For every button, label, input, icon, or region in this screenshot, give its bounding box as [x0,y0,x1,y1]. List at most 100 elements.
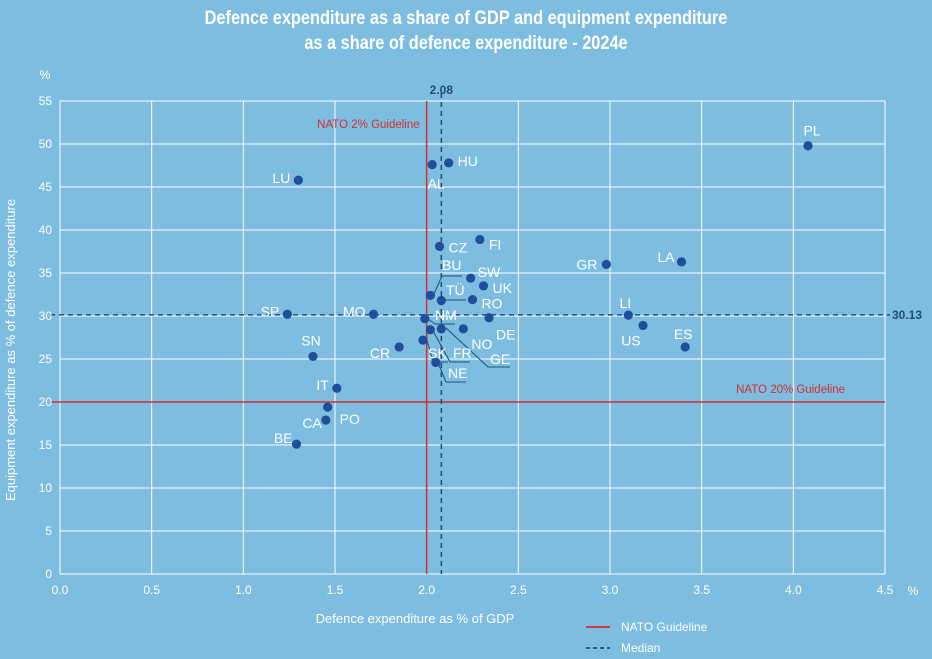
point-label-lu: LU [272,170,290,186]
data-point-li [623,310,633,320]
data-point-es [680,342,690,352]
point-label-uk: UK [493,280,513,296]
x-tick-label: 2.5 [510,583,527,597]
legend-label-nato: NATO Guideline [621,620,708,634]
x-tick-label: 0.0 [52,583,69,597]
point-label-fr: FR [453,345,472,361]
x-tick-label: 3.5 [693,583,710,597]
y-tick-label: 15 [39,438,53,452]
x-tick-label: 4.5 [877,583,894,597]
point-label-de: DE [496,327,515,343]
y-tick-label: 55 [39,94,53,108]
x-tick-label: 1.5 [327,583,344,597]
data-point-sp [282,309,292,319]
data-point-it [332,383,342,393]
data-point-sw [466,273,476,283]
point-label-it: IT [316,377,329,393]
nato-2pct-label: NATO 2% Guideline [317,119,419,131]
y-tick-label: 25 [39,352,53,366]
point-label-es: ES [674,326,693,342]
y-tick-label: 35 [39,266,53,280]
point-label-no: NO [471,336,492,352]
point-label-sn: SN [301,332,320,348]
point-label-sw: SW [478,264,501,280]
point-label-be: BE [274,430,293,446]
point-label-mo: MO [343,303,366,319]
point-label-us: US [621,332,640,348]
y-tick-label: 50 [39,137,53,151]
data-point-us [638,320,648,331]
point-label-hu: HU [458,153,478,169]
data-point-sn [308,351,318,362]
point-label-la: LA [657,249,675,265]
point-label-gr: GR [576,256,597,272]
data-point-lu [293,175,303,185]
y-axis-label: Equipment expenditure as % of defence ex… [3,199,18,501]
leader-line-ne [437,362,466,383]
y-tick-label: 30 [39,309,53,323]
point-label-al: AL [428,176,445,192]
legend: NATO Guideline Median [586,620,708,655]
point-label-bu: BU [442,257,461,273]
leader-line-ge [445,327,510,368]
data-point-cr [394,342,404,352]
point-label-cz: CZ [449,239,468,255]
data-point-nm [420,313,430,324]
data-point-tü [436,295,446,306]
y-tick-label: 40 [39,223,53,237]
data-point-de [484,313,494,323]
y-tick-label: 0 [45,567,52,581]
point-label-ge: GE [490,351,510,367]
y-axis-unit: % [40,68,51,82]
median-y-label: 30.13 [892,308,922,322]
data-point-cz [434,241,445,251]
data-point-bu [425,290,435,300]
x-tick-label: 0.5 [143,583,160,597]
nato-20pct-label: NATO 20% Guideline [736,384,845,396]
point-label-po: PO [340,411,360,427]
data-point-sk [418,335,428,345]
legend-label-median: Median [621,641,660,655]
leader-line-fr [431,328,470,363]
data-point-pl [803,141,813,151]
point-label-tü: TÜ [446,281,465,298]
x-tick-label: 2.0 [418,583,435,597]
point-label-ne: NE [448,365,467,381]
data-point-fi [475,234,485,245]
data-point-al [427,160,437,170]
point-label-sk: SK [428,345,447,361]
data-point-ca [321,415,331,425]
median-x-label: 2.08 [430,83,454,97]
data-point-no [458,324,468,334]
y-tick-label: 20 [39,395,53,409]
y-tick-label: 10 [39,481,53,495]
point-label-cr: CR [370,345,390,361]
data-point-ro [467,295,478,305]
data-point-ge [436,324,446,334]
data-point-gr [601,259,611,269]
point-label-li: LI [619,295,631,311]
reference-lines: NATO 2% Guideline NATO 20% Guideline 2.08 3… [50,83,922,574]
data-point-po [323,402,333,412]
point-label-fi: FI [489,236,501,252]
x-axis-unit: % [908,584,919,598]
data-point-uk [478,281,489,291]
leader-line-bu [432,275,462,297]
leader-line-tü [442,299,466,302]
point-label-pl: PL [803,123,820,139]
data-point-la [676,257,687,267]
data-point-ne [431,357,441,368]
data-point-be [291,439,302,449]
data-point-hu [444,158,454,168]
x-tick-label: 1.0 [235,583,252,597]
point-label-ro: RO [482,296,503,312]
chart-title-line-2: as a share of defence expenditure - 2024… [304,33,628,54]
point-label-sp: SP [261,303,280,319]
point-label-nm: NM [435,307,457,323]
data-point-mo [368,309,379,319]
data-points: PL HU AL LU FI CZ GR LA SW BU UK TÜ RO SP MO LI NM DE US NO… [261,123,821,449]
x-tick-label: 4.0 [785,583,802,597]
data-point-fr [425,325,435,335]
leader-line-nm [427,318,455,325]
